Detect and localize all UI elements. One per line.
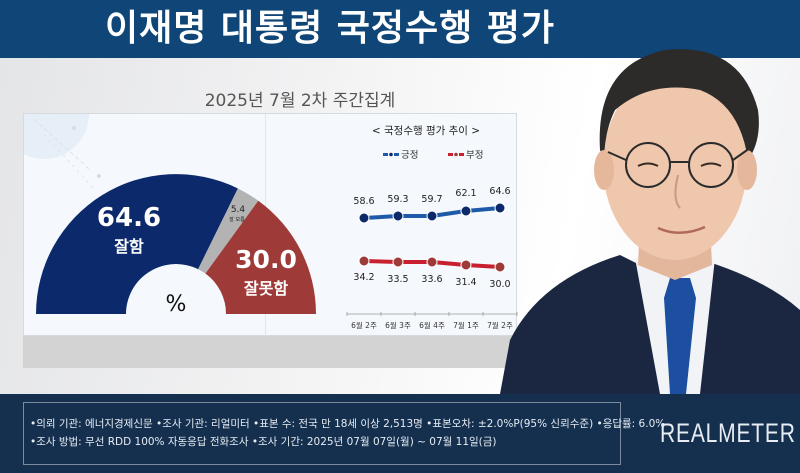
x-tick-label: 7월 2주	[487, 320, 513, 330]
positive-data-label: 59.3	[387, 194, 408, 205]
decorative-pattern	[24, 114, 101, 190]
glasses-icon	[607, 142, 751, 188]
approval-gauge-chart: 64.6 잘함 5.4 잘 모름 30.0 잘못함 %	[36, 174, 316, 317]
negative-value: 30.0	[235, 245, 297, 274]
positive-point	[392, 210, 404, 222]
positive-point	[426, 210, 438, 222]
chart-card: 64.6 잘함 5.4 잘 모름 30.0 잘못함 % < 국정수행 평가 추이…	[23, 113, 518, 336]
survey-info-box: •의뢰 기관: 에너지경제신문 •조사 기관: 리얼미터 •표본 수: 전국 만…	[23, 402, 666, 465]
legend-positive: 긍정	[383, 150, 418, 161]
negative-data-label: 30.0	[489, 279, 510, 290]
negative-data-label: 33.6	[421, 274, 442, 285]
x-tick-label: 6월 4주	[419, 320, 445, 330]
x-tick-label: 7월 1주	[453, 320, 479, 330]
svg-text:부정: 부정	[466, 150, 483, 161]
title-banner: 이재명 대통령 국정수행 평가	[0, 0, 800, 58]
footer-bar: •의뢰 기관: 에너지경제신문 •조사 기관: 리얼미터 •표본 수: 전국 만…	[0, 394, 800, 473]
undecided-value: 5.4	[231, 205, 246, 215]
negative-point	[460, 259, 472, 271]
president-portrait	[500, 49, 800, 394]
positive-point	[494, 202, 506, 214]
negative-data-label: 31.4	[455, 277, 476, 288]
positive-data-label: 62.1	[455, 188, 476, 199]
gauge-segment-positive	[36, 174, 238, 314]
negative-label: 잘못함	[244, 279, 288, 298]
negative-point	[494, 261, 506, 273]
negative-point	[426, 256, 438, 268]
svg-text:긍정: 긍정	[401, 150, 418, 161]
survey-info-line-1: •의뢰 기관: 에너지경제신문 •조사 기관: 리얼미터 •표본 수: 전국 만…	[30, 418, 666, 430]
undecided-label: 잘 모름	[229, 216, 245, 223]
positive-data-label: 59.7	[421, 194, 442, 205]
page-title: 이재명 대통령 국정수행 평가	[104, 8, 556, 49]
x-tick-label: 6월 3주	[385, 320, 411, 330]
survey-info-line-2: •조사 방법: 무선 RDD 100% 자동응답 전화조사 •조사 기간: 20…	[30, 436, 497, 448]
negative-point	[392, 256, 404, 268]
positive-data-label: 64.6	[489, 186, 510, 197]
gauge-unit: %	[166, 292, 187, 317]
trend-line-chart: < 국정수행 평가 추이 > 긍정 부정 58.6 59.3 59.7 6	[346, 125, 518, 330]
x-tick-label: 6월 2주	[351, 320, 377, 330]
negative-data-label: 34.2	[353, 272, 374, 283]
realmeter-logo: REALMETER	[660, 418, 796, 448]
positive-value: 64.6	[97, 203, 161, 233]
negative-point	[358, 255, 370, 267]
survey-period-subtitle: 2025년 7월 2차 주간집계	[204, 91, 396, 111]
negative-data-label: 33.5	[387, 274, 408, 285]
positive-data-label: 58.6	[353, 196, 374, 207]
gauge-segment-negative	[205, 200, 316, 314]
trend-title: < 국정수행 평가 추이 >	[372, 125, 480, 137]
positive-point	[460, 205, 472, 217]
gauge-segment-undecided	[198, 188, 259, 274]
card-bottom-strip	[23, 336, 517, 368]
positive-point	[358, 212, 370, 224]
positive-label: 잘함	[114, 237, 144, 256]
legend-negative: 부정	[448, 150, 483, 161]
